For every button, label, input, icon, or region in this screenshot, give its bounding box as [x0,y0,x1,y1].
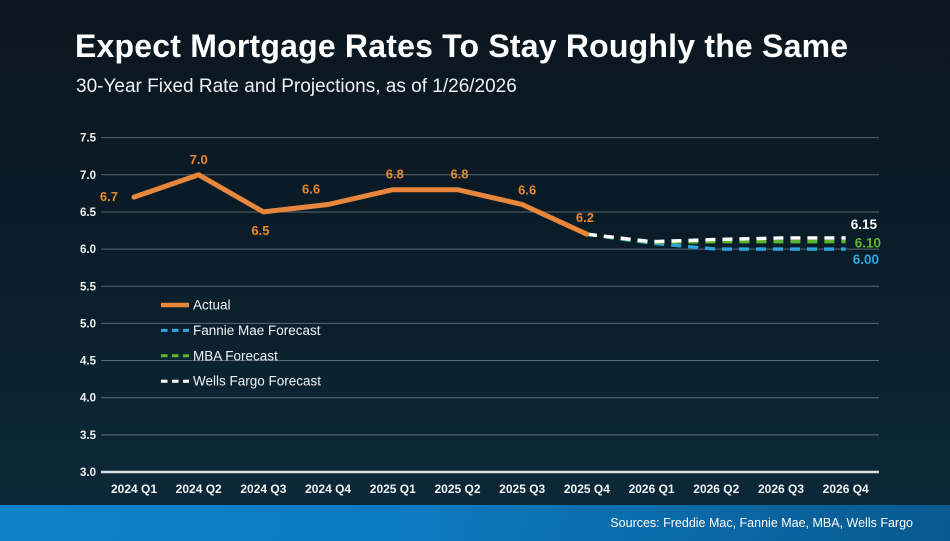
x-axis-tick-label: 2025 Q4 [564,482,610,496]
data-point-label: 6.2 [576,210,594,225]
y-axis-tick-label: 4.0 [80,393,96,405]
x-axis-tick-label: 2025 Q3 [499,482,545,496]
x-axis-tick-label: 2024 Q3 [240,482,286,496]
y-axis-tick-label: 3.0 [80,467,96,479]
x-axis-tick-label: 2026 Q4 [823,482,869,496]
data-point-label: 6.8 [386,167,404,182]
x-axis-tick-label: 2025 Q1 [370,482,416,496]
actual-line [131,172,590,237]
y-axis-tick-label: 6.5 [80,207,97,219]
wells-fargo-forecast-line [586,232,846,244]
data-point-label: 6.6 [302,182,320,197]
y-axis-tick-label: 7.0 [80,170,96,182]
x-axis-tick-label: 2024 Q4 [305,482,351,496]
data-point-label: 6.7 [100,189,118,204]
x-axis-tick-label: 2025 Q2 [434,482,480,496]
data-point-label: 6.8 [450,167,468,182]
x-axis-tick-label: 2026 Q3 [758,482,804,496]
wells-fargo-forecast-end-label: 6.15 [851,217,878,232]
sources-text: Sources: Freddie Mac, Fannie Mae, MBA, W… [610,516,913,530]
footer-bar: Sources: Freddie Mac, Fannie Mae, MBA, W… [0,505,950,541]
data-point-label: 7.0 [190,152,208,167]
legend-label-fannie-mae-forecast: Fannie Mae Forecast [193,323,321,338]
fannie-mae-forecast-end-label: 6.00 [853,252,879,267]
y-axis-tick-label: 6.0 [80,244,96,256]
x-axis-tick-label: 2026 Q2 [693,482,739,496]
legend-label-wells-fargo-forecast: Wells Fargo Forecast [193,374,321,389]
y-axis-tick-label: 5.0 [80,318,96,330]
mba-forecast-end-label: 6.10 [855,236,881,251]
x-axis-tick-label: 2024 Q1 [111,482,157,496]
x-axis-tick-label: 2026 Q1 [629,482,675,496]
legend-label-mba-forecast: MBA Forecast [193,348,278,363]
legend-label-actual: Actual [193,298,231,313]
fannie-mae-forecast-line [586,232,846,251]
y-axis-tick-label: 5.5 [80,281,97,293]
data-point-label: 6.6 [518,183,536,198]
data-point-label: 6.5 [251,223,269,238]
y-axis-tick-label: 4.5 [80,356,97,368]
chart-title: Expect Mortgage Rates To Stay Roughly th… [75,28,849,64]
chart-subtitle: 30-Year Fixed Rate and Projections, as o… [76,76,517,97]
x-axis-tick-label: 2024 Q2 [176,482,222,496]
y-axis-tick-label: 7.5 [80,133,97,145]
y-axis-tick-label: 3.5 [80,430,97,442]
